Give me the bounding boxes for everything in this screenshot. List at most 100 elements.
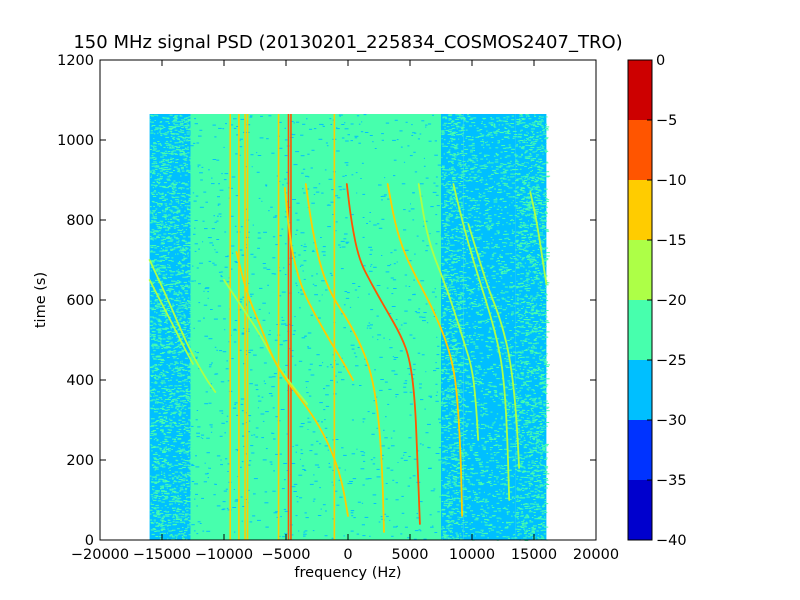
noise-speck	[356, 192, 358, 194]
noise-speck	[180, 362, 184, 364]
noise-speck	[462, 171, 464, 172]
noise-speck	[170, 239, 174, 241]
noise-speck	[452, 444, 456, 446]
noise-speck	[453, 290, 457, 292]
noise-speck	[446, 310, 448, 312]
noise-speck	[448, 389, 452, 391]
noise-speck	[448, 421, 451, 423]
noise-speck	[495, 273, 499, 275]
noise-speck	[158, 227, 163, 229]
noise-speck	[450, 173, 453, 175]
noise-speck	[360, 178, 362, 179]
noise-speck	[468, 315, 471, 317]
noise-speck	[171, 401, 174, 402]
noise-speck	[171, 389, 175, 390]
noise-speck	[326, 366, 329, 368]
noise-speck	[165, 329, 168, 331]
noise-speck	[170, 385, 173, 387]
noise-speck	[190, 495, 194, 497]
noise-speck	[452, 168, 455, 170]
noise-speck	[342, 188, 346, 190]
noise-speck	[456, 303, 460, 305]
noise-speck	[455, 361, 458, 363]
noise-speck	[165, 483, 169, 485]
noise-speck	[179, 453, 182, 454]
noise-speck	[303, 246, 307, 248]
noise-speck	[515, 249, 518, 251]
noise-speck	[412, 294, 416, 296]
noise-speck	[164, 459, 168, 461]
noise-speck	[454, 159, 457, 161]
noise-speck	[499, 276, 502, 277]
noise-speck	[177, 390, 180, 392]
noise-speck	[441, 285, 445, 287]
noise-speck	[258, 335, 260, 337]
noise-speck	[164, 301, 168, 302]
noise-speck	[208, 169, 210, 171]
noise-speck	[168, 350, 172, 352]
noise-speck	[458, 410, 461, 412]
noise-speck	[487, 154, 490, 156]
noise-speck	[284, 533, 288, 535]
noise-speck	[482, 515, 485, 517]
noise-speck	[453, 391, 455, 392]
noise-speck	[467, 298, 469, 300]
noise-speck	[336, 381, 338, 383]
noise-speck	[265, 448, 268, 450]
noise-speck	[450, 139, 453, 141]
noise-speck	[445, 219, 449, 221]
noise-speck	[177, 263, 182, 265]
noise-speck	[157, 166, 160, 168]
noise-speck	[445, 458, 448, 460]
noise-speck	[450, 324, 453, 326]
noise-speck	[255, 436, 259, 438]
noise-speck	[187, 119, 190, 121]
noise-speck	[183, 299, 186, 301]
noise-speck	[154, 437, 157, 439]
noise-speck	[174, 475, 177, 477]
noise-speck	[170, 218, 172, 220]
noise-speck	[461, 133, 464, 135]
noise-speck	[444, 186, 448, 188]
noise-speck	[459, 391, 463, 393]
noise-speck	[450, 274, 452, 275]
noise-speck	[166, 492, 170, 494]
noise-speck	[296, 229, 299, 231]
noise-speck	[218, 213, 222, 215]
noise-speck	[177, 211, 181, 213]
noise-speck	[475, 211, 478, 213]
noise-speck	[294, 364, 297, 366]
noise-speck	[458, 364, 461, 366]
noise-speck	[477, 384, 480, 386]
noise-speck	[164, 313, 168, 315]
noise-speck	[449, 326, 454, 328]
noise-speck	[413, 369, 416, 371]
noise-speck	[179, 471, 183, 473]
noise-speck	[153, 138, 155, 140]
noise-speck	[191, 425, 194, 427]
noise-speck	[482, 514, 485, 516]
noise-speck	[448, 258, 452, 260]
noise-speck	[462, 427, 464, 429]
noise-speck	[180, 501, 184, 503]
noise-speck	[162, 160, 164, 162]
noise-speck	[496, 183, 499, 185]
noise-speck	[175, 183, 177, 185]
noise-speck	[158, 480, 160, 482]
noise-speck	[361, 454, 365, 456]
noise-speck	[167, 338, 171, 340]
noise-speck	[307, 417, 310, 419]
noise-speck	[182, 119, 186, 121]
noise-speck	[178, 388, 182, 390]
noise-speck	[199, 129, 203, 131]
noise-speck	[173, 441, 177, 443]
noise-speck	[161, 270, 165, 272]
noise-speck	[473, 453, 477, 455]
noise-speck	[184, 210, 186, 212]
noise-speck	[279, 535, 281, 537]
noise-speck	[511, 521, 514, 523]
noise-speck	[296, 202, 300, 204]
noise-speck	[173, 247, 178, 249]
noise-speck	[160, 359, 165, 361]
noise-speck	[351, 515, 354, 517]
